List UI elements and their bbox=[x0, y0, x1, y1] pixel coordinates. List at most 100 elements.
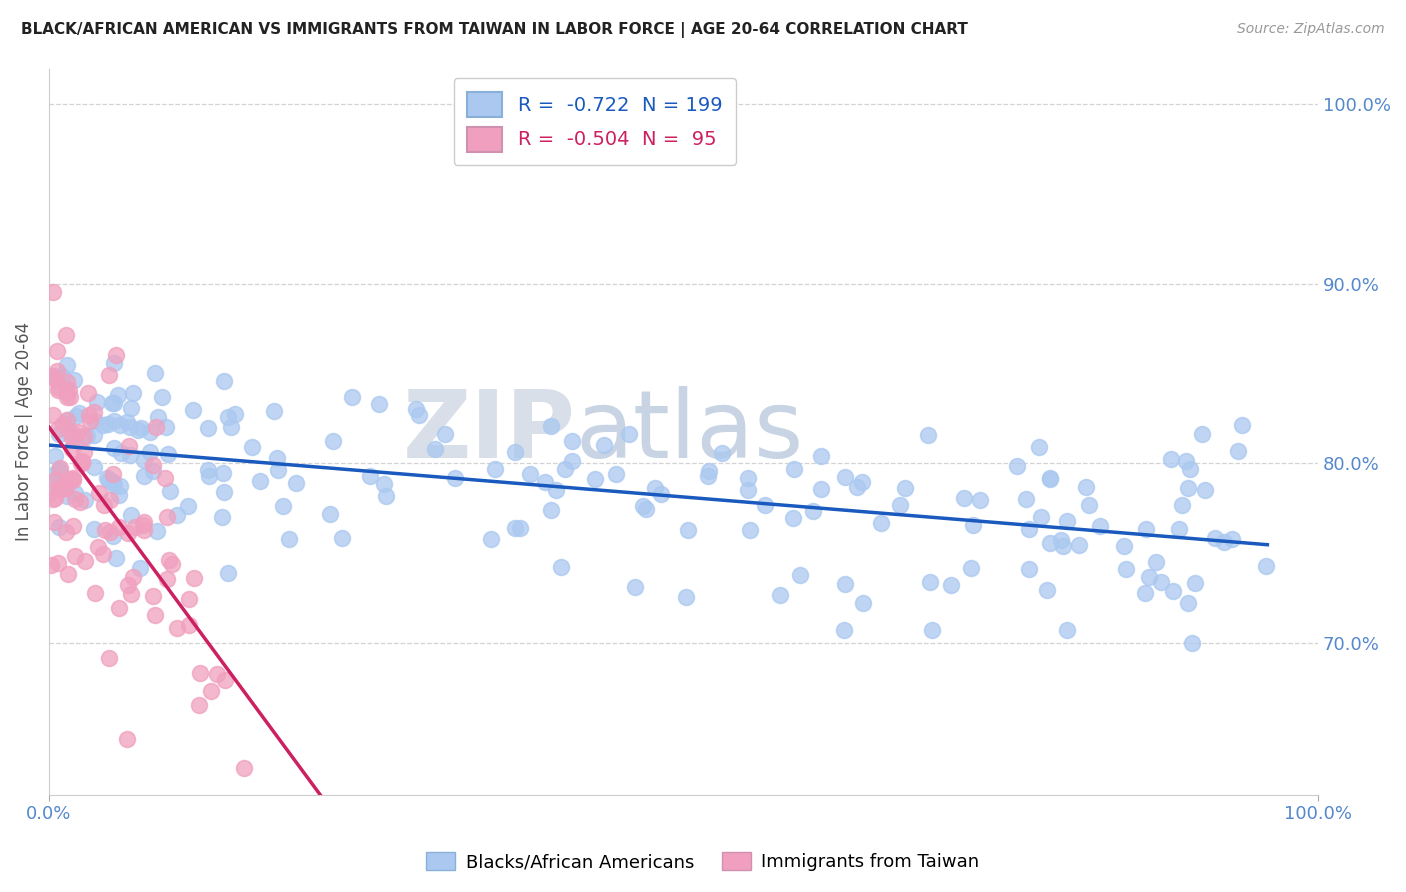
Point bbox=[100, 493, 122, 508]
Point bbox=[631, 499, 654, 513]
Point bbox=[103, 467, 125, 482]
Point bbox=[969, 493, 991, 508]
Point bbox=[56, 413, 79, 427]
Point bbox=[79, 415, 101, 429]
Point bbox=[156, 447, 179, 461]
Point bbox=[62, 471, 84, 485]
Point bbox=[42, 491, 65, 506]
Point bbox=[124, 520, 146, 534]
Point bbox=[48, 381, 70, 395]
Point bbox=[1067, 538, 1090, 552]
Point bbox=[846, 480, 869, 494]
Point bbox=[1014, 491, 1036, 506]
Point bbox=[284, 476, 307, 491]
Point bbox=[166, 508, 188, 522]
Point bbox=[108, 600, 131, 615]
Point bbox=[87, 540, 110, 554]
Point bbox=[83, 405, 105, 419]
Point bbox=[52, 476, 75, 491]
Text: BLACK/AFRICAN AMERICAN VS IMMIGRANTS FROM TAIWAN IN LABOR FORCE | AGE 20-64 CORR: BLACK/AFRICAN AMERICAN VS IMMIGRANTS FRO… bbox=[21, 22, 967, 38]
Point bbox=[1230, 418, 1253, 433]
Point bbox=[851, 475, 873, 490]
Point bbox=[159, 483, 181, 498]
Point bbox=[233, 761, 256, 775]
Point bbox=[1160, 452, 1182, 467]
Point bbox=[139, 425, 162, 439]
Point bbox=[834, 577, 856, 591]
Point bbox=[710, 446, 733, 460]
Point bbox=[44, 491, 66, 506]
Point bbox=[540, 418, 562, 433]
Point bbox=[675, 590, 697, 604]
Point bbox=[519, 467, 541, 481]
Point bbox=[340, 390, 363, 404]
Point bbox=[122, 385, 145, 400]
Point bbox=[737, 483, 759, 497]
Point bbox=[73, 429, 96, 443]
Y-axis label: In Labor Force | Age 20-64: In Labor Force | Age 20-64 bbox=[15, 322, 32, 541]
Point bbox=[240, 440, 263, 454]
Point bbox=[266, 450, 288, 465]
Point bbox=[41, 558, 63, 573]
Point bbox=[1029, 510, 1052, 524]
Point bbox=[79, 408, 101, 422]
Point bbox=[44, 450, 66, 464]
Point bbox=[1077, 499, 1099, 513]
Point bbox=[832, 624, 855, 638]
Point bbox=[540, 503, 562, 517]
Point bbox=[782, 510, 804, 524]
Point bbox=[134, 468, 156, 483]
Point bbox=[212, 375, 235, 389]
Point bbox=[318, 507, 340, 521]
Point bbox=[42, 408, 65, 422]
Point bbox=[46, 422, 69, 436]
Point bbox=[188, 698, 211, 713]
Point bbox=[150, 390, 173, 404]
Point bbox=[98, 525, 121, 540]
Point bbox=[143, 607, 166, 622]
Point bbox=[676, 523, 699, 537]
Point bbox=[94, 523, 117, 537]
Point bbox=[183, 570, 205, 584]
Point bbox=[939, 578, 962, 592]
Point bbox=[46, 557, 69, 571]
Point bbox=[55, 390, 77, 404]
Point bbox=[738, 523, 761, 537]
Point bbox=[69, 495, 91, 509]
Point bbox=[63, 549, 86, 564]
Point bbox=[145, 366, 167, 380]
Point bbox=[503, 444, 526, 458]
Point bbox=[65, 409, 87, 423]
Point bbox=[959, 560, 981, 574]
Point bbox=[105, 347, 128, 361]
Point bbox=[650, 486, 672, 500]
Point bbox=[1175, 453, 1198, 467]
Point bbox=[142, 458, 165, 472]
Point bbox=[224, 407, 246, 421]
Point bbox=[69, 456, 91, 470]
Point bbox=[44, 467, 66, 482]
Point bbox=[433, 427, 456, 442]
Point bbox=[117, 415, 139, 429]
Point bbox=[1168, 521, 1191, 535]
Point bbox=[84, 586, 107, 600]
Point bbox=[408, 409, 430, 423]
Point bbox=[41, 369, 63, 384]
Point bbox=[45, 472, 67, 486]
Text: atlas: atlas bbox=[575, 386, 804, 478]
Point bbox=[48, 461, 70, 475]
Point bbox=[1150, 574, 1173, 589]
Point bbox=[108, 418, 131, 433]
Point bbox=[212, 466, 235, 480]
Point bbox=[83, 428, 105, 442]
Point bbox=[1052, 539, 1074, 553]
Point bbox=[55, 379, 77, 393]
Point bbox=[894, 481, 917, 495]
Point bbox=[48, 519, 70, 533]
Point bbox=[754, 498, 776, 512]
Point bbox=[120, 419, 142, 434]
Point bbox=[423, 442, 446, 456]
Point bbox=[783, 462, 806, 476]
Point bbox=[1036, 582, 1059, 597]
Point bbox=[534, 475, 557, 489]
